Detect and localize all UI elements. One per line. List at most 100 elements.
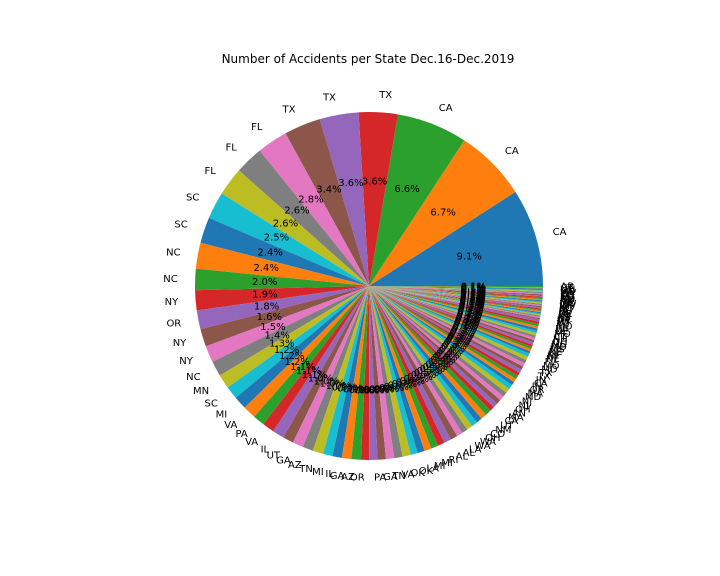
pie-slice	[369, 286, 538, 334]
slice-percent-label: 1.2%	[279, 351, 304, 362]
slice-percent-label: 0.3%	[444, 338, 469, 349]
slice-label: NC	[163, 274, 177, 285]
slice-label: WA	[474, 441, 490, 452]
slice-percent-label: 0.8%	[354, 385, 379, 396]
slice-label: MS	[550, 344, 565, 355]
slice-label: ND	[560, 295, 575, 306]
slice-label: NE	[549, 347, 563, 358]
slice-percent-label: 0.1%	[461, 287, 486, 298]
pie-slice	[369, 286, 543, 300]
pie-slice	[369, 286, 530, 357]
slice-label: SC	[205, 398, 218, 409]
slice-label: IA	[559, 307, 569, 318]
slice-percent-label: 0.7%	[392, 379, 417, 390]
slice-label: OH	[515, 405, 530, 416]
slice-label: SC	[186, 192, 199, 203]
slice-label: NM	[495, 425, 511, 436]
pie-slice	[369, 286, 510, 393]
pie-slice	[369, 286, 541, 320]
pie-slice	[369, 286, 539, 329]
slice-label: GA	[276, 456, 291, 467]
slice-percent-label: 0.2%	[457, 307, 482, 318]
slice-label: KS	[558, 312, 571, 323]
slice-label: MD	[541, 364, 558, 375]
slice-label: OH	[552, 337, 567, 348]
slice-label: AL	[456, 452, 469, 463]
slice-percent-label: 0.3%	[452, 323, 477, 334]
slice-label: MI	[434, 461, 446, 472]
pie-slice	[369, 286, 542, 307]
slice-label: LA	[469, 444, 482, 455]
slice-label: NJ	[547, 352, 557, 363]
slice-label: WI	[555, 324, 568, 335]
slice-label: MD	[525, 392, 542, 403]
slice-percent-label: 0.3%	[445, 336, 470, 347]
pie-slice	[369, 286, 542, 312]
pie-slice	[369, 286, 518, 380]
slice-percent-label: 0.1%	[460, 294, 485, 305]
slice-percent-label: 0.5%	[428, 357, 453, 368]
slice-label: ND	[560, 294, 575, 305]
pie-slice	[369, 286, 543, 297]
slice-label: CT	[554, 332, 568, 343]
pie-slice	[369, 286, 520, 377]
slice-label: GA	[383, 472, 398, 483]
chart-title: Number of Accidents per State Dec.16-Dec…	[222, 52, 515, 66]
pie-slice	[369, 286, 445, 446]
pie-slice	[369, 286, 543, 292]
slice-label: AL	[463, 448, 476, 459]
slice-label: LA	[426, 464, 439, 475]
slice-label: MO	[543, 361, 560, 372]
slice-percent-label: 0.8%	[364, 385, 389, 396]
slice-percent-label: 1.0%	[314, 376, 339, 387]
pie-slice	[369, 286, 536, 341]
pie-slice	[369, 286, 525, 367]
slice-label: TX	[537, 371, 551, 382]
pie-slice	[369, 286, 458, 440]
slice-label: FL	[545, 357, 557, 368]
pie-slice	[369, 286, 524, 370]
slice-label: TX	[378, 90, 392, 101]
slice-label: WI	[557, 317, 570, 328]
slice-percent-label: 0.2%	[459, 302, 484, 313]
slice-percent-label: 0.4%	[432, 353, 457, 364]
slice-label: NH	[560, 284, 575, 295]
pie-slice	[369, 286, 477, 427]
pie-slice	[292, 286, 369, 447]
slice-percent-label: 0.1%	[461, 286, 486, 297]
pie-slice	[369, 286, 522, 373]
pie-slice	[235, 286, 369, 408]
slice-label: MI	[312, 467, 324, 478]
slice-percent-label: 0.9%	[332, 382, 357, 393]
pie-percent-labels: 9.1%6.7%6.6%3.6%3.6%3.4%2.8%2.6%2.6%2.5%…	[252, 177, 486, 397]
pie-slice	[369, 286, 541, 319]
pie-slice	[360, 286, 370, 461]
slice-label: ME	[560, 287, 575, 298]
slice-label: MO	[556, 322, 573, 333]
slice-label: IL	[325, 469, 334, 480]
slice-label: AR	[560, 282, 574, 293]
slice-label: NH	[553, 334, 568, 345]
pie-slice	[205, 286, 369, 362]
slice-label: CA	[553, 227, 567, 238]
slice-percent-label: 2.0%	[252, 277, 277, 288]
slice-percent-label: 0.2%	[455, 314, 480, 325]
slice-label: WA	[480, 437, 496, 448]
pie-slice	[369, 286, 403, 459]
pie-slice	[369, 191, 543, 286]
pie-slice	[369, 286, 543, 301]
pie-slice	[369, 286, 517, 383]
pie-slice	[369, 286, 543, 296]
slice-percent-label: 0.4%	[436, 348, 461, 359]
slice-label: WV	[560, 299, 577, 310]
slice-label: CA	[504, 416, 518, 427]
slice-percent-label: 0.1%	[460, 292, 485, 303]
slice-label: AZ	[288, 460, 302, 471]
pie-slice	[369, 286, 532, 350]
slice-percent-label: 0.7%	[404, 374, 429, 385]
slice-label: CA	[534, 378, 548, 389]
slice-label: GA	[330, 471, 345, 482]
pie-slice	[351, 286, 369, 460]
slice-label: ME	[560, 297, 575, 308]
